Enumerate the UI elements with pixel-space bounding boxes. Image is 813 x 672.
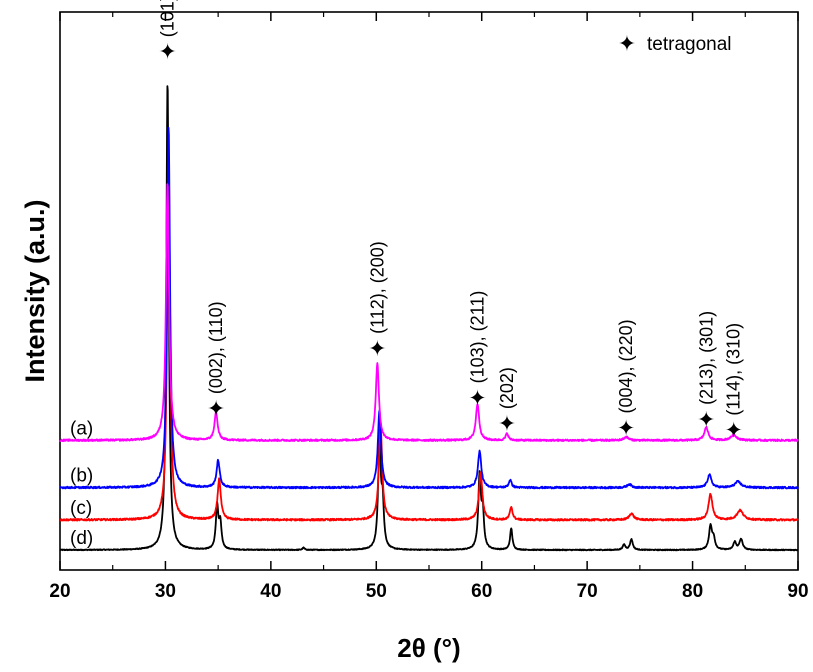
series-line-d — [59, 85, 799, 552]
series-label: (a) — [70, 418, 93, 439]
x-tick-label: 90 — [787, 581, 808, 602]
peak-label: (213), (301) — [696, 311, 716, 405]
x-tick-label: 30 — [155, 581, 176, 602]
tetragonal-marker-icon: ✦ — [158, 39, 176, 64]
tetragonal-marker-icon: ✦ — [368, 336, 386, 361]
series-line-a — [59, 183, 799, 443]
tetragonal-marker-icon: ✦ — [724, 418, 742, 443]
series-label: (b) — [70, 466, 93, 487]
peak-label: (004), (220) — [616, 319, 636, 413]
peak-label: (101) — [158, 0, 178, 37]
x-tick-label: 60 — [471, 581, 492, 602]
tetragonal-marker-icon: ✦ — [498, 411, 516, 436]
y-axis-title: Intensity (a.u.) — [20, 199, 50, 382]
x-tick-label: 40 — [260, 581, 281, 602]
peak-label: (114), (310) — [724, 323, 744, 416]
tetragonal-marker-icon: ✦ — [617, 415, 635, 440]
tetragonal-marker-icon: ✦ — [207, 396, 225, 421]
tetragonal-marker-icon: ✦ — [697, 407, 715, 432]
x-axis-title: 2θ (°) — [397, 633, 460, 663]
series-layer: (d) (c) (b) (a) — [59, 85, 799, 552]
x-tick-label: 70 — [577, 581, 598, 602]
legend: ✦ tetragonal — [618, 31, 732, 56]
peak-label: (002), (110) — [206, 301, 226, 394]
x-tick-label: 50 — [366, 581, 387, 602]
legend-label: tetragonal — [647, 34, 732, 55]
x-axis-ticks: 20 30 40 50 60 70 80 90 — [49, 12, 809, 602]
series-line-b — [59, 126, 799, 490]
peak-label: (202) — [497, 367, 517, 409]
x-tick-label: 20 — [49, 581, 70, 602]
series-label: (d) — [70, 528, 93, 549]
series-label: (c) — [70, 498, 92, 519]
series-line-c — [59, 152, 799, 522]
peak-label: (112), (200) — [367, 241, 387, 334]
legend-marker-icon: ✦ — [618, 31, 636, 56]
peak-annotations: ✦(101)✦(002), (110) ✦(112), (200)✦(103), … — [158, 0, 744, 443]
x-tick-label: 80 — [682, 581, 703, 602]
tetragonal-marker-icon: ✦ — [468, 385, 486, 410]
peak-label: (103), (211) — [467, 291, 487, 384]
